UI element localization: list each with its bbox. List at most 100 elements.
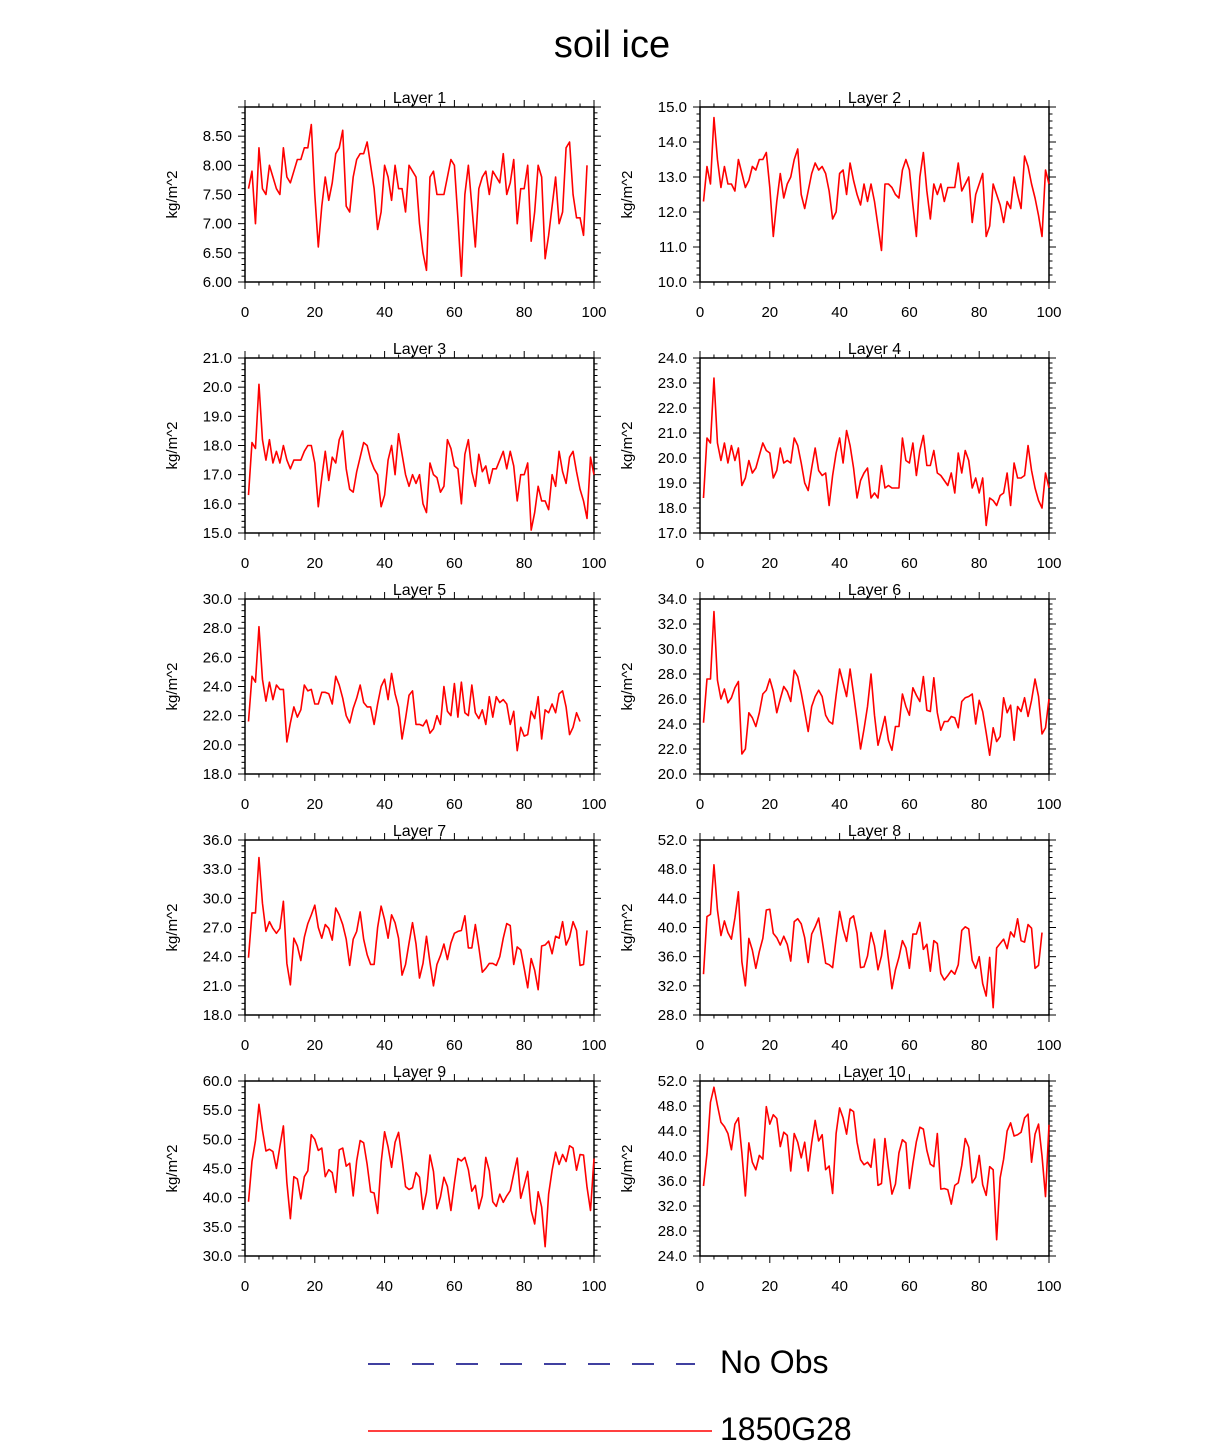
- y-axis-label: kg/m^2: [619, 422, 636, 470]
- y-tick-label: 48.0: [658, 1098, 687, 1115]
- series-line-1850g28: [702, 377, 1050, 527]
- y-tick-label: 32.0: [658, 978, 687, 995]
- panel-layer-10: 0 20 40 60 80 100 24.0 28.0 32.0 36.0 40.0 44.0 48.0…: [619, 1064, 1062, 1295]
- x-tick-label: 40: [831, 1037, 848, 1054]
- x-tick-label: 40: [376, 304, 393, 321]
- y-tick-label: 21.0: [203, 978, 232, 995]
- x-tick-label: 100: [1036, 1278, 1061, 1295]
- x-tick-label: 20: [761, 1037, 778, 1054]
- y-tick-label: 20.0: [658, 766, 687, 783]
- y-ticks: [693, 839, 1056, 1016]
- x-tick-label: 20: [761, 555, 778, 572]
- x-tick-label: 80: [516, 796, 533, 813]
- x-tick-label: 80: [971, 304, 988, 321]
- y-tick-label: 33.0: [203, 861, 232, 878]
- x-tick-label: 80: [971, 555, 988, 572]
- y-tick-label: 18.0: [658, 500, 687, 517]
- y-tick-label: 28.0: [658, 1223, 687, 1240]
- panel-title: Layer 3: [393, 341, 446, 358]
- x-tick-label: 0: [241, 796, 249, 813]
- y-tick-label: 60.0: [203, 1073, 232, 1090]
- y-tick-label: 27.0: [203, 920, 232, 937]
- x-tick-label: 40: [376, 796, 393, 813]
- panel-layer-8: 0 20 40 60 80 100 28.0 32.0 36.0 40.0 44.0 48.0 52.0…: [619, 823, 1062, 1054]
- y-tick-label: 18.0: [203, 1007, 232, 1024]
- series-line-1850g28: [247, 1103, 595, 1248]
- y-tick-label: 50.0: [203, 1131, 232, 1148]
- y-tick-label: 20.0: [203, 737, 232, 754]
- panel-frame: [244, 839, 595, 1016]
- y-tick-label: 18.0: [203, 766, 232, 783]
- x-tick-label: 0: [696, 1037, 704, 1054]
- x-tick-label: 100: [581, 1037, 606, 1054]
- y-tick-label: 28.0: [658, 666, 687, 683]
- x-tick-label: 80: [971, 1278, 988, 1295]
- y-tick-label: 26.0: [658, 691, 687, 708]
- series-line-1850g28: [702, 610, 1050, 757]
- y-tick-label: 17.0: [658, 525, 687, 542]
- x-tick-label: 40: [376, 1037, 393, 1054]
- panel-layer-2: 0 20 40 60 80 100 10.0 11.0 12.0 13.0 14.0 15.0 Laye…: [619, 90, 1062, 321]
- y-tick-label: 10.0: [658, 274, 687, 291]
- x-tick-label: 0: [696, 1278, 704, 1295]
- y-tick-label: 6.50: [203, 245, 232, 262]
- y-tick-label: 26.0: [203, 649, 232, 666]
- y-axis-label: kg/m^2: [619, 1145, 636, 1193]
- panel-layer-6: 0 20 40 60 80 100 20.0 22.0 24.0 26.0 28.0 30.0 32.0…: [619, 582, 1062, 813]
- y-axis-label: kg/m^2: [619, 663, 636, 711]
- panel-title: Layer 5: [393, 582, 446, 599]
- y-ticks: [693, 1080, 1056, 1257]
- x-ticks: [699, 100, 1050, 289]
- x-tick-label: 80: [516, 1037, 533, 1054]
- x-tick-label: 20: [761, 796, 778, 813]
- y-axis-label: kg/m^2: [619, 171, 636, 219]
- panel-title: Layer 7: [393, 823, 446, 840]
- x-tick-label: 100: [581, 796, 606, 813]
- legend-label-1850g28: 1850G28: [720, 1411, 852, 1447]
- y-tick-label: 24.0: [203, 949, 232, 966]
- y-tick-label: 22.0: [203, 708, 232, 725]
- x-tick-label: 0: [696, 304, 704, 321]
- y-tick-label: 35.0: [203, 1219, 232, 1236]
- series-line-1850g28: [702, 116, 1050, 252]
- panel-frame: [244, 357, 595, 534]
- y-ticks: [238, 106, 601, 283]
- y-tick-label: 20.0: [658, 450, 687, 467]
- y-tick-label: 52.0: [658, 832, 687, 849]
- y-tick-label: 32.0: [658, 1198, 687, 1215]
- y-tick-label: 30.0: [203, 890, 232, 907]
- y-ticks: [693, 106, 1056, 283]
- y-axis-label: kg/m^2: [164, 1145, 181, 1193]
- series-line-1850g28: [702, 1086, 1050, 1241]
- y-tick-label: 19.0: [658, 475, 687, 492]
- y-tick-label: 40.0: [658, 1148, 687, 1165]
- figure-title: soil ice: [553, 24, 671, 66]
- x-tick-label: 20: [761, 1278, 778, 1295]
- x-tick-label: 20: [306, 1278, 323, 1295]
- x-ticks: [699, 351, 1050, 540]
- y-tick-label: 36.0: [203, 832, 232, 849]
- x-tick-label: 60: [446, 304, 463, 321]
- series-line-1850g28: [702, 863, 1043, 1009]
- panel-layer-5: 0 20 40 60 80 100 18.0 20.0 22.0 24.0 26.0 28.0 30.0…: [164, 582, 607, 813]
- panel-frame: [699, 839, 1050, 1016]
- x-ticks: [244, 100, 595, 289]
- panel-frame: [699, 1080, 1050, 1257]
- series-line-1850g28: [247, 123, 588, 277]
- y-tick-label: 24.0: [658, 716, 687, 733]
- y-tick-label: 21.0: [658, 425, 687, 442]
- x-tick-label: 40: [831, 555, 848, 572]
- y-tick-label: 24.0: [658, 350, 687, 367]
- panel-title: Layer 4: [848, 341, 901, 358]
- y-tick-label: 16.0: [203, 496, 232, 513]
- y-ticks: [238, 598, 601, 775]
- series-line-1850g28: [247, 625, 581, 752]
- y-ticks: [238, 839, 601, 1016]
- panel-frame: [699, 357, 1050, 534]
- y-tick-label: 45.0: [203, 1161, 232, 1178]
- x-tick-label: 20: [306, 555, 323, 572]
- y-tick-label: 44.0: [658, 890, 687, 907]
- x-tick-label: 20: [306, 304, 323, 321]
- panel-title: Layer 10: [843, 1064, 905, 1081]
- panel-title: Layer 6: [848, 582, 901, 599]
